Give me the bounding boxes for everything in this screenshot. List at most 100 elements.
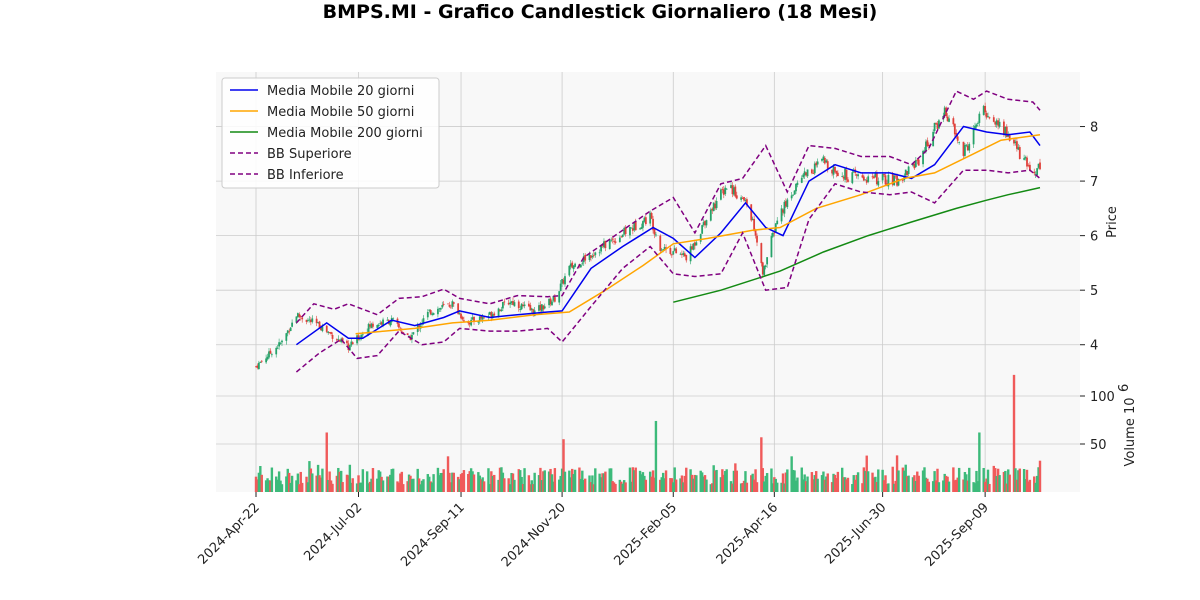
volume-bar — [305, 476, 308, 492]
volume-bar — [1028, 479, 1032, 492]
volume-bar — [783, 483, 786, 492]
volume-bar — [601, 473, 604, 492]
candle-body — [730, 185, 732, 188]
candle-body — [825, 160, 828, 163]
volume-bar — [685, 467, 688, 492]
volume-bar — [269, 480, 272, 492]
volume-bar — [742, 480, 746, 492]
candle-body — [1013, 139, 1015, 144]
x-tick-label: 2025-Apr-16 — [714, 500, 781, 567]
candle-body — [286, 330, 289, 334]
volume-bar — [702, 476, 705, 492]
candle-body — [296, 313, 299, 318]
candle-body — [360, 334, 363, 338]
candle-body — [873, 176, 875, 179]
candle-body — [517, 301, 520, 309]
volume-bar — [790, 456, 793, 492]
volume-bar — [674, 479, 678, 492]
candle-body — [643, 217, 646, 222]
volume-bar — [1007, 469, 1010, 492]
volume-bar — [661, 472, 665, 492]
candle-body — [320, 327, 322, 331]
candle-body — [881, 174, 884, 181]
volume-bar — [348, 464, 352, 492]
volume-tick-label: 50 — [1090, 438, 1107, 453]
volume-bar — [553, 468, 557, 492]
candle-body — [1027, 165, 1030, 166]
volume-bar — [650, 476, 653, 492]
volume-bar — [946, 476, 949, 492]
volume-bar — [547, 471, 551, 492]
volume-bar — [361, 469, 365, 492]
volume-bar — [611, 481, 614, 492]
candle-body — [265, 358, 268, 363]
series-line — [295, 90, 1041, 324]
candle-body — [709, 209, 712, 221]
candle-body — [467, 322, 470, 324]
volume-bar — [594, 468, 597, 492]
volume-bar — [569, 477, 572, 492]
candle-body — [655, 234, 657, 236]
volume-bar — [469, 468, 473, 492]
volume-bar — [448, 472, 451, 492]
volume-bar — [537, 475, 541, 492]
volume-bar — [497, 479, 500, 492]
volume-bar — [812, 479, 815, 492]
volume-bar — [429, 481, 432, 492]
candle-body — [438, 308, 441, 310]
volume-bar — [856, 472, 860, 492]
volume-bar — [501, 472, 505, 492]
volume-bar — [751, 473, 754, 492]
candle-body — [1003, 121, 1005, 135]
volume-tick-label: 100 — [1090, 390, 1115, 405]
x-tick-label: 2024-Apr-22 — [195, 500, 262, 567]
candle-body — [499, 309, 501, 311]
candle-body — [685, 255, 688, 261]
volume-bar — [894, 480, 897, 492]
volume-bar — [763, 481, 766, 492]
candle-body — [1039, 162, 1041, 170]
volume-bar — [351, 478, 354, 492]
candle-body — [406, 333, 409, 336]
volume-bar — [966, 480, 970, 492]
volume-bar — [1005, 483, 1008, 492]
volume-bar — [901, 467, 905, 492]
candle-body — [683, 253, 686, 257]
candle-body — [318, 321, 321, 329]
candle-body — [844, 168, 846, 180]
volume-bar — [905, 476, 909, 492]
volume-bar — [871, 472, 874, 492]
candle-body — [877, 181, 880, 186]
volume-bar — [822, 471, 825, 492]
volume-bar — [390, 469, 393, 492]
candle-body — [448, 304, 451, 307]
candle-body — [639, 228, 641, 230]
volume-bar — [986, 469, 990, 492]
volume-bar — [370, 478, 373, 492]
candle-body — [582, 256, 585, 263]
candle-body — [988, 117, 991, 119]
series-line — [673, 186, 1041, 303]
candle-body — [792, 194, 795, 196]
volume-bar — [376, 478, 379, 492]
candle-body — [669, 248, 672, 254]
volume-bar — [725, 469, 728, 492]
candle-body — [500, 309, 503, 311]
volume-bar — [992, 465, 995, 492]
volume-bar — [764, 475, 767, 492]
candle-body — [984, 105, 987, 113]
volume-bar — [438, 475, 441, 492]
volume-bar — [301, 482, 304, 492]
volume-bar — [589, 482, 593, 492]
candle-body — [497, 308, 500, 317]
candle-body — [673, 248, 676, 251]
volume-bar — [459, 474, 463, 492]
candle-body — [558, 291, 561, 303]
candle-body — [574, 263, 576, 267]
candle-body — [800, 177, 803, 183]
candle-body — [923, 150, 926, 152]
volume-bar — [973, 483, 977, 492]
volume-bar — [670, 478, 674, 492]
candle-body — [337, 338, 340, 340]
candle-body — [255, 366, 257, 368]
